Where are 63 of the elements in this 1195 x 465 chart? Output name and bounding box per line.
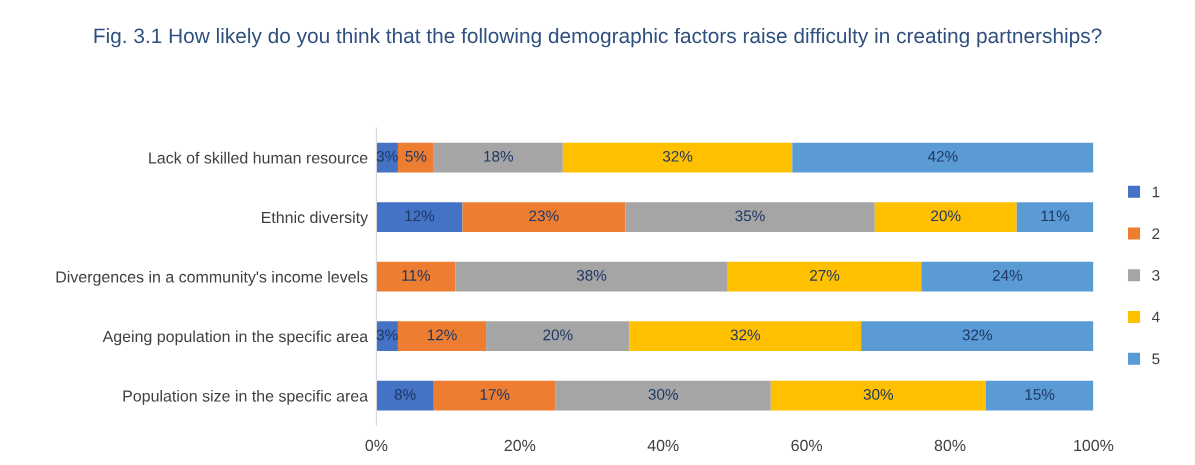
- x-tick-label: 20%: [504, 439, 536, 452]
- bar: [727, 261, 922, 292]
- bar: [462, 202, 626, 233]
- x-tick-label: 80%: [934, 439, 966, 452]
- data-label: 15%: [1025, 389, 1055, 400]
- bar: [376, 202, 463, 233]
- data-label: 5%: [405, 150, 427, 162]
- bar: [433, 380, 556, 411]
- bar: [486, 321, 630, 352]
- data-label: 20%: [543, 329, 573, 341]
- bar: [874, 202, 1017, 233]
- y-tick-label: Lack of skilled human resource: [149, 151, 368, 164]
- data-label: 23%: [529, 210, 559, 222]
- data-label: 11%: [402, 270, 431, 281]
- bar: [555, 380, 771, 411]
- bar: [629, 321, 862, 352]
- bar: [625, 202, 875, 233]
- data-label: 12%: [427, 329, 457, 341]
- bar: [861, 321, 1094, 352]
- data-label: 3%: [376, 329, 398, 341]
- bar: [562, 142, 793, 173]
- legend-label: 4: [1151, 311, 1160, 323]
- bar: [1016, 202, 1094, 233]
- x-tick-label: 100%: [1074, 439, 1114, 452]
- bar: [376, 380, 434, 411]
- data-label: 20%: [931, 210, 961, 222]
- data-label: 38%: [576, 269, 607, 281]
- chart-title: Fig. 3.1 How likely do you think that the following demographic factors raise difficulty in creating partnerships?: [94, 27, 1102, 48]
- y-tick-label: Ethnic diversity: [262, 211, 369, 227]
- legend-label: 5: [1152, 353, 1160, 365]
- legend-label: 1: [1152, 186, 1160, 198]
- bar: [921, 261, 1094, 292]
- data-label: 32%: [730, 329, 761, 341]
- data-label: 3%: [376, 150, 398, 162]
- bar: [770, 380, 986, 411]
- bar: [433, 142, 563, 173]
- data-label: 8%: [394, 389, 416, 400]
- legend-label: 3: [1152, 269, 1160, 281]
- data-label: 18%: [484, 150, 514, 162]
- bar: [792, 142, 1094, 173]
- x-tick-label: 0%: [365, 439, 388, 452]
- data-label: 30%: [648, 389, 678, 400]
- legend-label: 2: [1152, 228, 1160, 239]
- bar: [397, 142, 434, 173]
- bar: [985, 380, 1094, 411]
- data-label: 42%: [927, 150, 958, 162]
- data-label: 32%: [662, 150, 693, 162]
- data-label: 12%: [405, 210, 435, 222]
- x-tick-label: 40%: [647, 439, 679, 452]
- data-label: 24%: [992, 269, 1023, 281]
- data-label: 27%: [810, 269, 840, 281]
- data-label: 11%: [1041, 210, 1070, 222]
- data-label: 35%: [735, 210, 765, 222]
- y-tick-label: Ageing population in the specific area: [102, 330, 369, 346]
- data-label: 30%: [863, 389, 894, 400]
- x-tick-label: 60%: [791, 439, 823, 452]
- y-tick-label: Population size in the specific area: [123, 389, 369, 405]
- bar: [455, 261, 728, 292]
- bar: [397, 321, 487, 352]
- data-label: 17%: [480, 389, 510, 400]
- data-label: 32%: [962, 329, 993, 341]
- y-tick-label: Divergences in a community's income levels: [56, 270, 368, 286]
- bar: [376, 261, 456, 292]
